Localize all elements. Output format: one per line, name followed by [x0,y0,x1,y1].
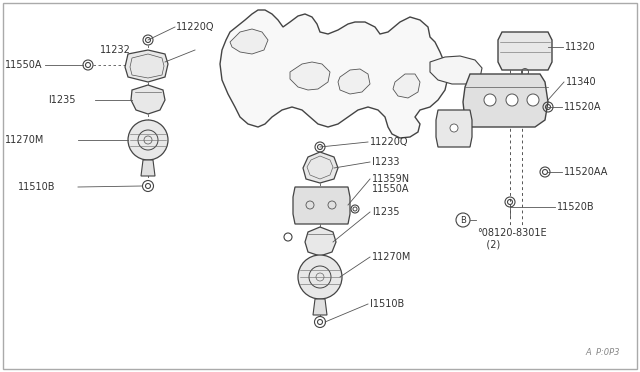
Polygon shape [141,160,155,176]
Polygon shape [498,32,552,70]
Text: 11232: 11232 [100,45,131,55]
Polygon shape [430,56,482,84]
Text: l1235: l1235 [48,95,76,105]
Polygon shape [436,110,472,147]
Text: 11270M: 11270M [5,135,44,145]
Polygon shape [338,69,370,94]
Text: 11359N: 11359N [372,174,410,184]
Circle shape [506,94,518,106]
Text: A  P:0P3: A P:0P3 [586,348,620,357]
Text: 11520A: 11520A [564,102,602,112]
Text: 11510B: 11510B [18,182,56,192]
Circle shape [484,94,496,106]
Polygon shape [303,152,338,183]
Circle shape [298,255,342,299]
Text: 11270M: 11270M [372,252,412,262]
Circle shape [128,120,168,160]
Text: 11220Q: 11220Q [370,137,408,147]
Text: 11340: 11340 [566,77,596,87]
Polygon shape [220,10,448,138]
Circle shape [450,124,458,132]
Polygon shape [313,299,327,315]
Text: I1510B: I1510B [370,299,404,309]
Polygon shape [393,74,420,98]
Text: l1235: l1235 [372,207,399,217]
Polygon shape [131,85,165,114]
Text: 11220Q: 11220Q [176,22,214,32]
Text: 11550A: 11550A [372,184,410,194]
Polygon shape [230,29,268,54]
Circle shape [527,94,539,106]
Polygon shape [125,50,168,82]
Text: °08120-8301E
   (2): °08120-8301E (2) [477,228,547,250]
Polygon shape [290,62,330,90]
Polygon shape [305,227,336,256]
Text: 11520B: 11520B [557,202,595,212]
Polygon shape [463,74,548,127]
Text: 11520AA: 11520AA [564,167,609,177]
Text: 11320: 11320 [565,42,596,52]
Text: I1233: I1233 [372,157,399,167]
Text: B: B [460,215,466,224]
Polygon shape [293,187,350,224]
Text: 11550A: 11550A [5,60,42,70]
